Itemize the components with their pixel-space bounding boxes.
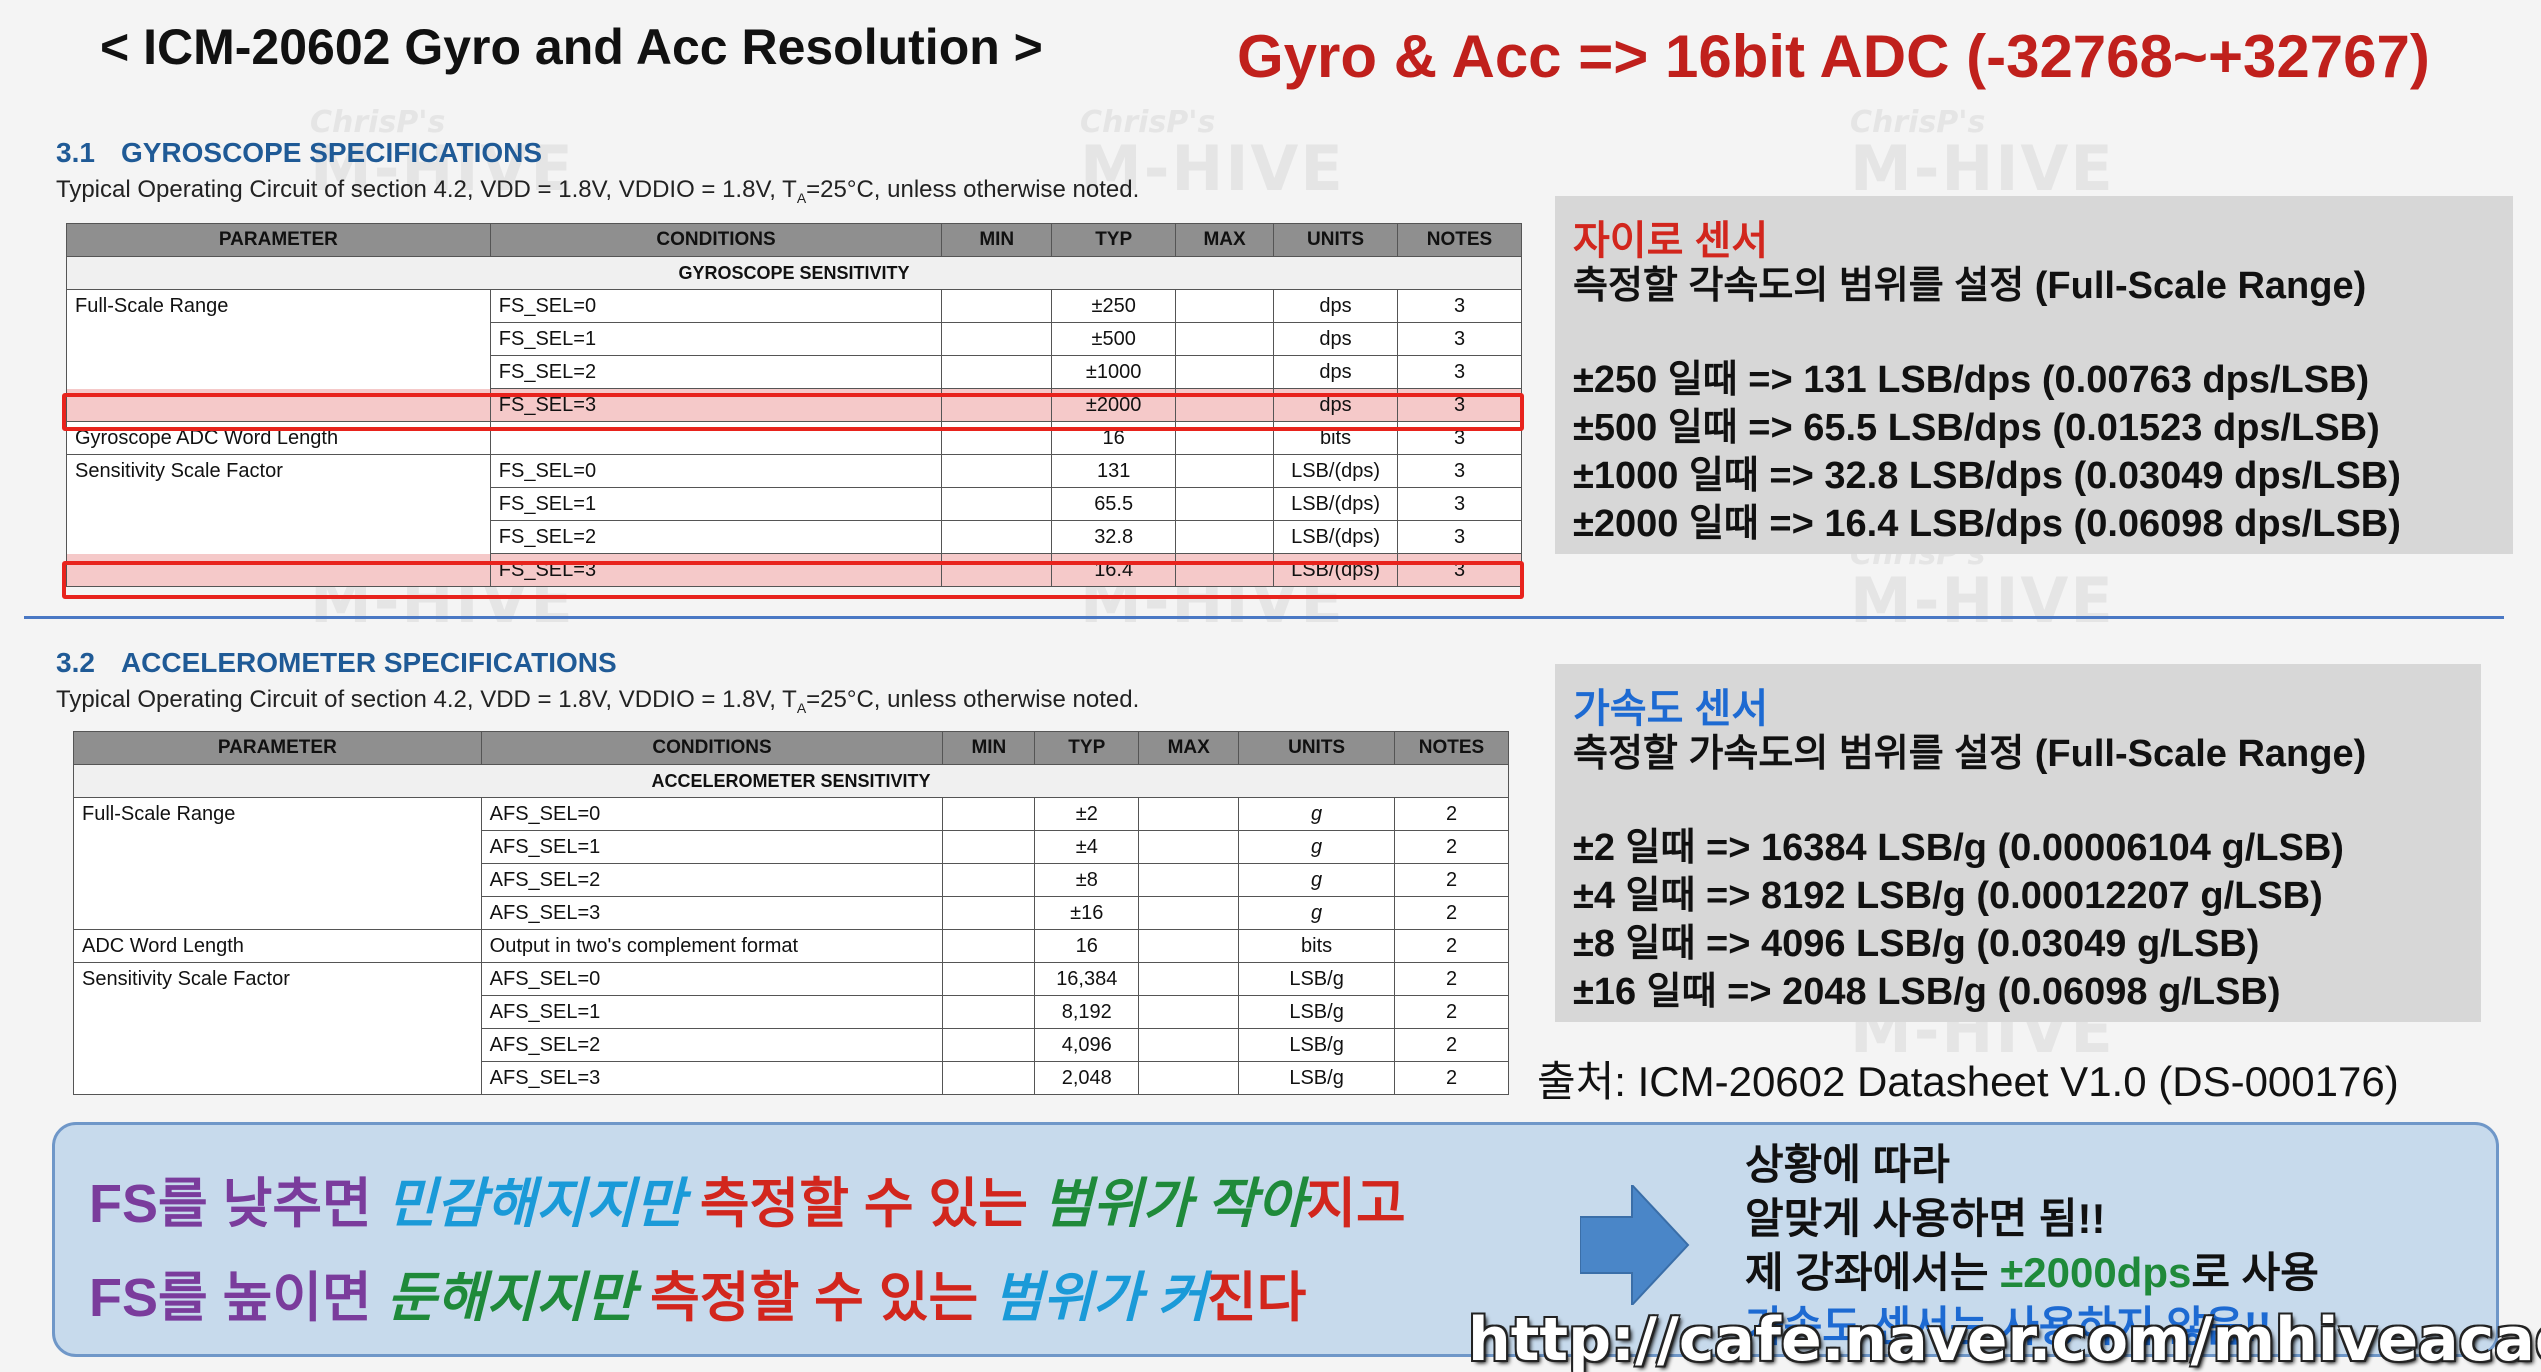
gyro-note-box: 자이로 센서 측정할 각속도의 범위를 설정 (Full-Scale Range…	[1555, 196, 2513, 554]
section-divider	[24, 616, 2504, 619]
banner-line-2: FS를 높이면 둔해지지만 측정할 수 있는 범위가 커진다	[89, 1268, 1307, 1328]
summary-banner: FS를 낮추면 민감해지지만 측정할 수 있는 범위가 작아지고 FS를 높이면…	[52, 1122, 2499, 1357]
banner-note-3: 제 강좌에서는 ±2000dps로 사용	[1745, 1249, 2319, 1296]
accel-note-line: ±16 일때 => 2048 LSB/g (0.06098 g/LSB)	[1573, 971, 2281, 1013]
highlight-box-sensitivity	[62, 561, 1524, 599]
accel-note-line: ±4 일때 => 8192 LSB/g (0.00012207 g/LSB)	[1573, 875, 2323, 917]
gyro-note-line: ±1000 일때 => 32.8 LSB/dps (0.03049 dps/LS…	[1573, 455, 2401, 497]
accel-spec-table: PARAMETER CONDITIONS MIN TYP MAX UNITS NOTES A…	[73, 731, 1509, 1095]
accel-section-subtitle: Typical Operating Circuit of section 4.2…	[56, 686, 1140, 716]
table-row: AFS_SEL=1 8,192 LSB/g 2	[73, 995, 1509, 1029]
banner-note-4: 가속도 센서는 사용하지 않음!!	[1745, 1303, 2272, 1347]
page-title: < ICM-20602 Gyro and Acc Resolution >	[100, 19, 1043, 75]
banner-line-1: FS를 낮추면 민감해지지만 측정할 수 있는 범위가 작아지고	[89, 1174, 1406, 1234]
table-row: Sensitivity Scale Factor AFS_SEL=0 16,384 L…	[73, 962, 1509, 996]
table-row: Sensitivity Scale Factor FS_SEL=0 131 LSB/(…	[66, 454, 1522, 488]
table-subheader-row: GYROSCOPE SENSITIVITY	[66, 256, 1522, 290]
source-citation: 출처: ICM-20602 Datasheet V1.0 (DS-000176)	[1537, 1058, 2399, 1105]
gyro-note-line: ±500 일때 => 65.5 LSB/dps (0.01523 dps/LSB…	[1573, 407, 2380, 449]
table-row: AFS_SEL=2 4,096 LSB/g 2	[73, 1028, 1509, 1062]
gyro-section-subtitle: Typical Operating Circuit of section 4.2…	[56, 176, 1140, 206]
gyro-note-desc: 측정할 각속도의 범위를 설정 (Full-Scale Range)	[1573, 265, 2367, 307]
table-row: FS_SEL=1 65.5 LSB/(dps) 3	[66, 487, 1522, 521]
banner-note-2: 알맞게 사용하면 됨!!	[1745, 1195, 2106, 1242]
accel-note-title: 가속도 센서	[1573, 687, 1769, 731]
channel-url: http://cafe.naver.com/mhiveacademy	[1468, 1305, 2541, 1372]
table-subheader-row: ACCELEROMETER SENSITIVITY	[73, 764, 1509, 798]
gyro-note-line: ±2000 일때 => 16.4 LSB/dps (0.06098 dps/LS…	[1573, 503, 2401, 545]
table-row: ADC Word Length Output in two's complemen…	[73, 929, 1509, 963]
table-row-highlighted: FS_SEL=3 16.4 LSB/(dps) 3	[66, 553, 1522, 587]
table-row: AFS_SEL=3 2,048 LSB/g 2	[73, 1061, 1509, 1095]
table-row: FS_SEL=2 ±1000 dps 3	[66, 355, 1522, 389]
table-header-row: PARAMETER CONDITIONS MIN TYP MAX UNITS NOTES	[73, 731, 1509, 765]
banner-note-1: 상황에 따라	[1745, 1141, 1950, 1188]
gyro-section-number: 3.1	[56, 137, 95, 168]
accel-note-box: 가속도 센서 측정할 가속도의 범위를 설정 (Full-Scale Range…	[1555, 664, 2481, 1022]
accel-section-title: ACCELEROMETER SPECIFICATIONS	[120, 647, 617, 678]
gyro-section-title: GYROSCOPE SPECIFICATIONS	[120, 137, 543, 168]
accel-section-heading: 3.2 ACCELEROMETER SPECIFICATIONS	[56, 647, 617, 679]
table-row: Full-Scale Range AFS_SEL=0 ±2 g 2	[73, 797, 1509, 831]
table-row: AFS_SEL=3 ±16 g 2	[73, 896, 1509, 930]
table-row: FS_SEL=1 ±500 dps 3	[66, 322, 1522, 356]
accel-note-line: ±2 일때 => 16384 LSB/g (0.00006104 g/LSB)	[1573, 827, 2344, 869]
highlight-box-fs-range	[62, 393, 1524, 431]
table-row: Gyroscope ADC Word Length 16 bits 3	[66, 421, 1522, 455]
table-row: AFS_SEL=2 ±8 g 2	[73, 863, 1509, 897]
accel-section-number: 3.2	[56, 647, 95, 678]
table-row: AFS_SEL=1 ±4 g 2	[73, 830, 1509, 864]
gyro-section-heading: 3.1 GYROSCOPE SPECIFICATIONS	[56, 137, 542, 169]
gyro-note-line: ±250 일때 => 131 LSB/dps (0.00763 dps/LSB)	[1573, 359, 2370, 401]
table-row: Full-Scale Range FS_SEL=0 ±250 dps 3	[66, 289, 1522, 323]
accel-note-line: ±8 일때 => 4096 LSB/g (0.03049 g/LSB)	[1573, 923, 2260, 965]
table-header-row: PARAMETER CONDITIONS MIN TYP MAX UNITS NOTES	[66, 223, 1522, 257]
adc-note: Gyro & Acc => 16bit ADC (-32768~+32767)	[1237, 23, 2430, 90]
right-arrow-icon	[1580, 1185, 1690, 1305]
gyro-note-title: 자이로 센서	[1573, 219, 1769, 263]
table-row: FS_SEL=2 32.8 LSB/(dps) 3	[66, 520, 1522, 554]
accel-note-desc: 측정할 가속도의 범위를 설정 (Full-Scale Range)	[1573, 733, 2367, 775]
